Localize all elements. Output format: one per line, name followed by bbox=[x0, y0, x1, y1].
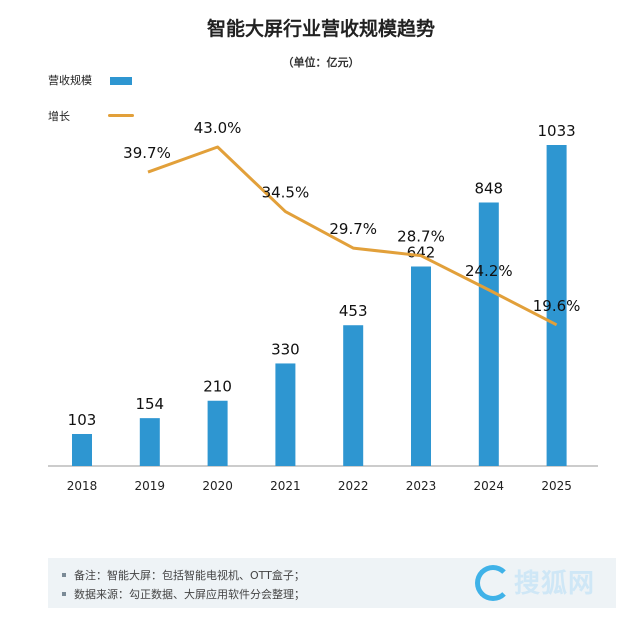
x-tick-label: 2024 bbox=[474, 479, 505, 493]
note-text: 备注：智能大屏：包括智能电视机、OTT盒子； bbox=[74, 569, 305, 582]
bar-value-label: 453 bbox=[339, 302, 368, 320]
bar-value-label: 642 bbox=[407, 244, 436, 262]
watermark-logo-icon bbox=[475, 565, 511, 601]
chart-title: 智能大屏行业营收规模趋势 bbox=[206, 18, 435, 40]
bar-2022 bbox=[343, 325, 364, 466]
watermark-text: 搜狐网 bbox=[514, 569, 596, 599]
growth-value-label: 29.7% bbox=[329, 220, 377, 238]
combo-chart: 103 2018 154 2019 210 2020 330 2021 453 2022 642 20… bbox=[48, 119, 598, 493]
legend-swatch-growth bbox=[108, 114, 134, 117]
x-tick-label: 2019 bbox=[135, 479, 166, 493]
x-tick-label: 2021 bbox=[270, 479, 301, 493]
chart-subtitle: （单位：亿元） bbox=[282, 56, 360, 69]
bar-value-label: 210 bbox=[203, 378, 232, 396]
growth-line bbox=[147, 145, 558, 327]
bar-value-label: 103 bbox=[68, 411, 97, 429]
x-tick-label: 2022 bbox=[338, 479, 369, 493]
growth-value-label: 43.0% bbox=[194, 119, 242, 137]
bar-2019 bbox=[139, 418, 160, 466]
bar-2025 bbox=[546, 145, 567, 466]
growth-value-label: 19.6% bbox=[533, 297, 581, 315]
growth-value-label: 24.2% bbox=[465, 262, 513, 280]
legend-swatch-revenue bbox=[110, 77, 132, 85]
note-row: 数据来源：勾正数据、大屏应用软件分会整理； bbox=[62, 586, 305, 602]
x-tick-label: 2023 bbox=[406, 479, 437, 493]
bar-value-label: 1033 bbox=[538, 122, 576, 140]
legend-label-revenue: 营收规模 bbox=[48, 74, 92, 87]
bar-2020 bbox=[207, 400, 228, 466]
notes-box: 备注：智能大屏：包括智能电视机、OTT盒子； 数据来源：勾正数据、大屏应用软件分… bbox=[48, 558, 616, 608]
bar-value-label: 154 bbox=[135, 395, 164, 413]
bar-2018 bbox=[72, 433, 92, 466]
growth-value-label: 34.5% bbox=[262, 184, 310, 202]
x-tick-label: 2020 bbox=[202, 479, 233, 493]
growth-value-label: 39.7% bbox=[123, 144, 171, 162]
bullet-icon bbox=[62, 592, 66, 596]
legend-label-growth: 增长 bbox=[48, 110, 70, 123]
note-text: 数据来源：勾正数据、大屏应用软件分会整理； bbox=[74, 588, 305, 601]
x-tick-label: 2018 bbox=[67, 479, 98, 493]
bar-value-label: 330 bbox=[271, 340, 300, 358]
bar-2021 bbox=[275, 363, 296, 466]
bar-value-label: 848 bbox=[474, 179, 503, 197]
note-row: 备注：智能大屏：包括智能电视机、OTT盒子； bbox=[62, 567, 305, 583]
bullet-icon bbox=[62, 573, 66, 577]
bar-2023 bbox=[411, 266, 431, 466]
growth-value-label: 28.7% bbox=[397, 228, 445, 246]
x-tick-label: 2025 bbox=[541, 479, 572, 493]
bar-2024 bbox=[478, 202, 499, 466]
